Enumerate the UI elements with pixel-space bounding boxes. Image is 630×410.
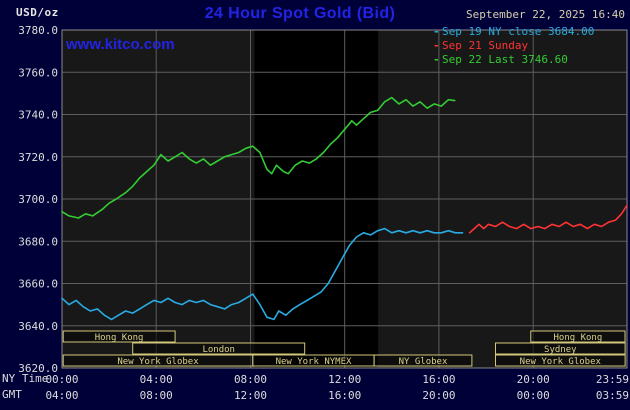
session-box bbox=[373, 354, 473, 367]
legend-label: Sep 22 Last 3746.60 bbox=[442, 53, 568, 66]
legend-item-sep19: - Sep 19 NY close 3684.00 bbox=[433, 25, 625, 39]
x-tick-label-ny: 04:00 bbox=[140, 373, 173, 386]
x-tick-label-gmt: 12:00 bbox=[234, 389, 267, 402]
session-box bbox=[132, 342, 306, 355]
y-tick-label: 3720.0 bbox=[18, 151, 58, 164]
session-label: Sydney bbox=[544, 345, 577, 355]
session-box bbox=[530, 330, 626, 343]
x-tick-label-ny: 12:00 bbox=[328, 373, 361, 386]
page-title: 24 Hour Spot Gold (Bid) bbox=[204, 5, 396, 22]
session-box bbox=[495, 354, 626, 367]
legend-dash-icon: - bbox=[433, 53, 440, 66]
y-tick-label: 3680.0 bbox=[18, 235, 58, 248]
x-tick-label-ny: 08:00 bbox=[234, 373, 267, 386]
legend-label: Sep 21 Sunday bbox=[442, 39, 529, 52]
datetime-label: September 22, 2025 16:40 bbox=[466, 8, 625, 21]
gmt-axis-label: GMT bbox=[2, 388, 22, 401]
kitco-website-link[interactable]: www.kitco.com bbox=[66, 36, 175, 53]
ny-time-axis-label: NY Time bbox=[2, 372, 49, 385]
session-label: Hong Kong bbox=[95, 333, 144, 343]
x-tick-label-ny: 23:59 bbox=[596, 373, 629, 386]
y-tick-label: 3620.0 bbox=[18, 362, 58, 375]
session-label: New York Globex bbox=[520, 357, 602, 367]
legend-item-sep21: - Sep 21 Sunday bbox=[433, 39, 625, 53]
y-tick-label: 3740.0 bbox=[18, 109, 58, 122]
y-tick-label: 3640.0 bbox=[18, 320, 58, 333]
x-tick-label-gmt: 03:59 bbox=[596, 389, 629, 402]
y-tick-label: 3660.0 bbox=[18, 278, 58, 291]
legend-dash-icon: - bbox=[433, 25, 440, 38]
x-tick-label-ny: 00:00 bbox=[45, 373, 78, 386]
x-tick-label-gmt: 00:00 bbox=[517, 389, 550, 402]
session-label: Hong Kong bbox=[554, 333, 603, 343]
unit-label: USD/oz bbox=[16, 6, 59, 19]
y-tick-label: 3760.0 bbox=[18, 66, 58, 79]
x-tick-label-gmt: 04:00 bbox=[45, 389, 78, 402]
header-info-panel: September 22, 2025 16:40 - Sep 19 NY clos… bbox=[433, 8, 625, 67]
session-label: New York NYMEX bbox=[276, 357, 352, 367]
series-line-0 bbox=[61, 227, 464, 321]
x-tick-label-gmt: 16:00 bbox=[328, 389, 361, 402]
y-tick-label: 3780.0 bbox=[18, 24, 58, 37]
series-line-2 bbox=[61, 96, 456, 219]
session-label: NY Globex bbox=[399, 357, 448, 367]
legend-item-sep22: - Sep 22 Last 3746.60 bbox=[433, 53, 625, 67]
session-box bbox=[495, 342, 626, 355]
session-label: New York Globex bbox=[117, 357, 199, 367]
x-tick-label-gmt: 20:00 bbox=[422, 389, 455, 402]
series-line-1 bbox=[468, 204, 628, 234]
session-label: London bbox=[202, 345, 235, 355]
x-tick-label-ny: 16:00 bbox=[422, 373, 455, 386]
legend: - Sep 19 NY close 3684.00 - Sep 21 Sunday … bbox=[433, 25, 625, 67]
legend-label: Sep 19 NY close 3684.00 bbox=[442, 25, 595, 38]
session-box bbox=[62, 330, 176, 343]
plot-border bbox=[61, 29, 628, 369]
legend-dash-icon: - bbox=[433, 39, 440, 52]
x-tick-label-ny: 20:00 bbox=[517, 373, 550, 386]
x-tick-label-gmt: 08:00 bbox=[140, 389, 173, 402]
y-tick-label: 3700.0 bbox=[18, 193, 58, 206]
